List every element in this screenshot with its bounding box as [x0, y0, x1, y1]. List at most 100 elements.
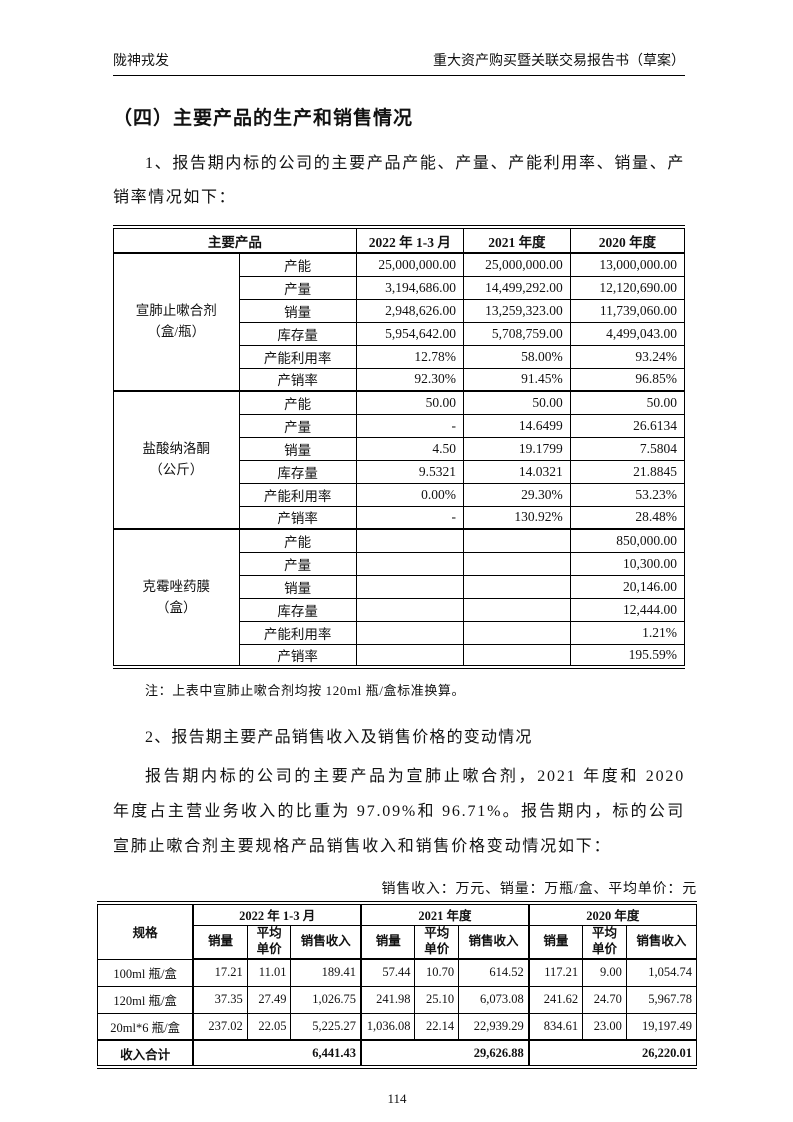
value-cell	[463, 574, 571, 599]
product-unit: （公斤）	[149, 462, 204, 477]
value-cell: 241.62	[527, 985, 584, 1014]
metric-label-cell: 产能利用率	[238, 620, 357, 645]
value-cell: 1,036.08	[360, 1012, 416, 1041]
metric-label-cell: 库存量	[238, 459, 357, 484]
product-name: 盐酸纳洛酮	[142, 441, 211, 457]
paragraph-intro: 1、报告期内标的公司的主要产品产能、产量、产能利用率、销量、产销率情况如下：	[113, 155, 685, 206]
value-cell: 20,146.00	[569, 574, 686, 599]
value-cell: 25,000,000.00	[355, 252, 465, 277]
subsection-heading: 2、报告期主要产品销售收入及销售价格的变动情况	[145, 729, 533, 746]
table2-sub-header-row: 销量 平均单价 销售收入 销量 平均单价 销售收入 销量 平均单价 销售收入	[98, 924, 698, 960]
table-header-cell: 2021 年度	[463, 226, 571, 254]
value-cell	[463, 528, 571, 553]
value-cell	[355, 620, 465, 645]
value-cell	[463, 643, 571, 668]
metric-label-cell: 库存量	[238, 321, 357, 346]
metric-label-cell: 产能	[238, 528, 357, 553]
table-row: 20ml*6 瓶/盒 237.02 22.05 5,225.27 1,036.0…	[97, 1012, 698, 1041]
value-cell: 27.49	[246, 985, 292, 1014]
table-header-cell: 2022 年 1-3 月	[192, 902, 362, 926]
table-header-cell: 主要产品	[113, 226, 357, 254]
production-sales-table: 主要产品 2022 年 1-3 月 2021 年度 2020 年度 宣肺止嗽合剂…	[113, 225, 686, 669]
table-header-cell: 销售收入	[290, 924, 362, 960]
value-cell: 834.61	[527, 1012, 584, 1041]
value-cell	[355, 574, 465, 599]
running-header: 陇神戎发 重大资产购买暨关联交易报告书（草案）	[113, 50, 685, 76]
value-cell: 92.30%	[355, 367, 465, 392]
total-value-cell: 6,441.43	[192, 1039, 362, 1068]
metric-label-cell: 产能	[238, 390, 357, 415]
value-cell: 12.78%	[355, 344, 465, 369]
metric-label-cell: 产量	[238, 551, 357, 576]
value-cell: 5,954,642.00	[355, 321, 465, 346]
value-cell: 5,225.27	[290, 1012, 362, 1041]
value-cell: 237.02	[192, 1012, 248, 1041]
value-cell	[463, 597, 571, 622]
value-cell: 0.00%	[355, 482, 465, 507]
value-cell: 23.00	[582, 1012, 627, 1041]
table-header-cell: 规格	[97, 902, 194, 960]
value-cell: 4,499,043.00	[569, 321, 686, 346]
metric-label-cell: 产销率	[238, 367, 357, 392]
value-cell: -	[355, 505, 465, 530]
metric-label-cell: 产销率	[238, 505, 357, 530]
metric-label-cell: 产能利用率	[238, 482, 357, 507]
value-cell: 58.00%	[463, 344, 571, 369]
table-row: 库存量 12,444.00	[114, 597, 686, 622]
value-cell: 1.21%	[569, 620, 686, 645]
value-cell: 850,000.00	[569, 528, 686, 553]
table-header-cell: 2020 年度	[569, 226, 686, 254]
table-row: 100ml 瓶/盒 17.21 11.01 189.41 57.44 10.70…	[97, 958, 698, 987]
table-header-cell: 销售收入	[625, 924, 698, 960]
value-cell: 2,948,626.00	[355, 298, 465, 323]
value-cell: 5,967.78	[625, 985, 698, 1014]
metric-label-cell: 销量	[238, 298, 357, 323]
product-name-cell: 盐酸纳洛酮 （公斤）	[113, 390, 240, 530]
total-label-cell: 收入合计	[97, 1039, 194, 1068]
value-cell: 614.52	[458, 958, 530, 987]
metric-label-cell: 产量	[238, 413, 357, 438]
metric-label-cell: 销量	[238, 574, 357, 599]
value-cell: 5,708,759.00	[463, 321, 571, 346]
table-header-cell: 销量	[360, 924, 416, 960]
value-cell: 14.0321	[463, 459, 571, 484]
value-cell: 117.21	[527, 958, 584, 987]
value-cell: 189.41	[290, 958, 362, 987]
table-header-cell: 平均单价	[414, 924, 460, 960]
value-cell: 9.5321	[355, 459, 465, 484]
value-cell: 21.8845	[569, 459, 686, 484]
value-cell: 130.92%	[463, 505, 571, 530]
table-header-cell: 平均单价	[246, 924, 292, 960]
header-doc-abbrev: 陇神戎发	[113, 54, 169, 69]
value-cell: 22.14	[414, 1012, 460, 1041]
value-cell	[355, 528, 465, 553]
table-row: 克霉唑药膜 （盒） 产能 850,000.00	[113, 528, 686, 668]
table-row: 产能利用率 12.78% 58.00% 93.24%	[114, 344, 686, 369]
value-cell: 93.24%	[569, 344, 686, 369]
metric-label-cell: 库存量	[238, 597, 357, 622]
value-cell: 13,259,323.00	[463, 298, 571, 323]
value-cell: 1,026.75	[290, 985, 362, 1014]
table-row: 产量 3,194,686.00 14,499,292.00 12,120,690…	[114, 275, 686, 300]
metric-label-cell: 产量	[238, 275, 357, 300]
value-cell: 10.70	[414, 958, 460, 987]
value-cell: 53.23%	[569, 482, 686, 507]
value-cell: -	[355, 413, 465, 438]
metric-label-cell: 产销率	[238, 643, 357, 668]
table-row: 库存量 5,954,642.00 5,708,759.00 4,499,043.…	[114, 321, 686, 346]
value-cell	[355, 551, 465, 576]
value-cell: 14,499,292.00	[463, 275, 571, 300]
value-cell: 19,197.49	[625, 1012, 698, 1041]
value-cell: 96.85%	[569, 367, 686, 392]
value-cell: 11.01	[246, 958, 292, 987]
total-value-cell: 26,220.01	[527, 1039, 697, 1068]
value-cell: 241.98	[360, 985, 416, 1014]
section-heading: （四）主要产品的生产和销售情况	[113, 108, 414, 129]
table-row: 产销率 195.59%	[114, 643, 686, 668]
value-cell: 25.10	[414, 985, 460, 1014]
total-row: 收入合计 6,441.43 29,626.88 26,220.01	[97, 1039, 697, 1068]
table-row: 产销率 - 130.92% 28.48%	[114, 505, 686, 530]
spec-cell: 120ml 瓶/盒	[97, 985, 194, 1014]
value-cell: 14.6499	[463, 413, 571, 438]
